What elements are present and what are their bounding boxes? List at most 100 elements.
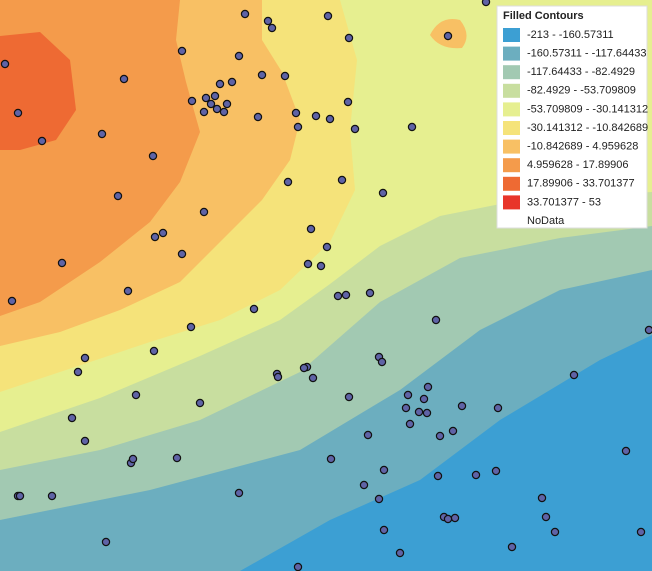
sample-point <box>273 372 283 382</box>
sample-point <box>507 542 517 552</box>
sample-point <box>325 114 335 124</box>
sample-point <box>450 513 460 523</box>
sample-point <box>219 107 229 117</box>
sample-point <box>206 99 216 109</box>
sample-point <box>343 97 353 107</box>
sample-point <box>0 59 10 69</box>
sample-point <box>150 232 160 242</box>
legend-label: 17.89906 - 33.701377 <box>527 178 635 190</box>
sample-point <box>199 107 209 117</box>
sample-point <box>257 70 267 80</box>
sample-point <box>303 259 313 269</box>
sample-point <box>481 0 491 7</box>
legend-swatch <box>503 46 520 61</box>
sample-point <box>177 46 187 56</box>
sample-point <box>293 122 303 132</box>
sample-point <box>323 11 333 21</box>
sample-point <box>457 401 467 411</box>
sample-point <box>149 346 159 356</box>
sample-point <box>471 470 481 480</box>
sample-point <box>234 488 244 498</box>
legend-label: -30.141312 - -10.842689 <box>527 122 648 134</box>
sample-point <box>131 390 141 400</box>
sample-point <box>201 93 211 103</box>
sample-point <box>644 325 652 335</box>
sample-point <box>403 390 413 400</box>
sample-point <box>341 290 351 300</box>
sample-point <box>128 454 138 464</box>
sample-point <box>419 394 429 404</box>
sample-point <box>363 430 373 440</box>
sample-point <box>316 261 326 271</box>
legend-swatch <box>503 158 520 173</box>
legend-label: -160.57311 - -117.64433 <box>527 48 646 60</box>
sample-point <box>283 177 293 187</box>
sample-point <box>57 258 67 268</box>
sample-point <box>636 527 646 537</box>
sample-point <box>280 71 290 81</box>
sample-point <box>73 367 83 377</box>
sample-point <box>123 286 133 296</box>
sample-point <box>267 23 277 33</box>
sample-point <box>195 398 205 408</box>
sample-point <box>491 466 501 476</box>
sample-point <box>37 136 47 146</box>
sample-point <box>253 112 263 122</box>
sample-point <box>621 446 631 456</box>
legend-swatch <box>503 102 520 117</box>
sample-point <box>47 491 57 501</box>
legend-swatch <box>503 195 520 210</box>
sample-point <box>7 296 17 306</box>
sample-point <box>80 436 90 446</box>
sample-point <box>379 465 389 475</box>
sample-point <box>263 16 273 26</box>
sample-point <box>333 291 343 301</box>
sample-point <box>344 392 354 402</box>
sample-point <box>291 108 301 118</box>
sample-point <box>227 77 237 87</box>
sample-point <box>443 514 453 524</box>
sample-point <box>448 426 458 436</box>
sample-point <box>113 191 123 201</box>
sample-point <box>186 322 196 332</box>
contour-band <box>0 32 76 150</box>
sample-point <box>493 403 503 413</box>
legend-swatch <box>503 121 520 135</box>
sample-point <box>240 9 250 19</box>
sample-point <box>407 122 417 132</box>
legend-label: -213 - -160.57311 <box>527 29 614 41</box>
sample-point <box>414 407 424 417</box>
sample-point <box>344 33 354 43</box>
sample-point <box>199 207 209 217</box>
sample-point <box>249 304 259 314</box>
legend-label: -53.709809 - -30.141312 <box>527 103 648 115</box>
sample-point <box>308 373 318 383</box>
sample-point <box>377 357 387 367</box>
sample-point <box>550 527 560 537</box>
sample-point <box>423 382 433 392</box>
legend-label: 33.701377 - 53 <box>527 196 601 208</box>
sample-point <box>177 249 187 259</box>
sample-point <box>97 129 107 139</box>
sample-point <box>322 242 332 252</box>
sample-point <box>210 91 220 101</box>
sample-point <box>374 494 384 504</box>
sample-point <box>13 108 23 118</box>
sample-point <box>222 99 232 109</box>
sample-point <box>379 525 389 535</box>
sample-point <box>306 224 316 234</box>
sample-point <box>293 562 303 571</box>
sample-point <box>433 471 443 481</box>
legend-label: -117.64433 - -82.4929 <box>527 66 635 78</box>
sample-point <box>172 453 182 463</box>
sample-point <box>337 175 347 185</box>
legend-label: -10.842689 - 4.959628 <box>527 141 638 153</box>
sample-point <box>350 124 360 134</box>
sample-point <box>422 408 432 418</box>
legend-box <box>496 5 648 229</box>
sample-point <box>365 288 375 298</box>
sample-point <box>359 480 369 490</box>
